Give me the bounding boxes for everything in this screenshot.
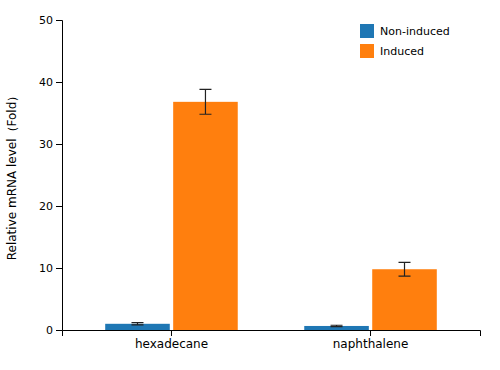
legend-label: Non-induced [380, 25, 450, 38]
error-bar [199, 89, 211, 114]
bar [372, 269, 437, 330]
legend-swatch [360, 44, 374, 58]
y-tick-mark [56, 20, 62, 21]
y-tick: 0 [46, 324, 62, 337]
y-tick-label: 10 [39, 262, 53, 275]
y-tick: 10 [39, 262, 62, 275]
x-tick: hexadecane [135, 330, 208, 351]
marks [105, 89, 437, 330]
y-tick: 20 [39, 200, 62, 213]
y-tick: 50 [39, 14, 62, 27]
x-axis-line [63, 331, 481, 337]
y-tick: 40 [39, 76, 62, 89]
y-axis-line [56, 21, 63, 331]
y-tick-label: 40 [39, 76, 53, 89]
y-tick-label: 20 [39, 200, 53, 213]
y-axis-title: Relative mRNA level（Fold） [5, 90, 19, 261]
bar [304, 326, 369, 330]
y-tick-label: 0 [46, 324, 53, 337]
chart: 0 10 20 30 40 50 hexadecane naphthalene Non-indu… [0, 0, 500, 370]
y-tick-label: 50 [39, 14, 53, 27]
x-tick: naphthalene [333, 330, 409, 351]
x-tick-label: naphthalene [333, 337, 409, 351]
y-axis: 0 10 20 30 40 50 [39, 14, 63, 337]
x-tick-label: hexadecane [135, 337, 208, 351]
legend: Non-induced Induced [360, 24, 450, 58]
error-bar [331, 325, 343, 326]
plot: 0 10 20 30 40 50 hexadecane naphthalene Non-indu… [39, 14, 481, 351]
legend-item: Non-induced [360, 24, 450, 38]
y-tick-mark [56, 268, 62, 269]
y-tick-label: 30 [39, 138, 53, 151]
legend-item: Induced [360, 44, 424, 58]
x-axis: hexadecane naphthalene [63, 330, 481, 351]
series [173, 89, 437, 330]
legend-label: Induced [380, 45, 424, 58]
legend-swatch [360, 24, 374, 38]
y-tick-mark [56, 82, 62, 83]
error-bar [399, 262, 411, 276]
error-bar [131, 323, 143, 325]
y-tick-mark [56, 144, 62, 145]
y-tick-mark [56, 206, 62, 207]
x-tick-mark [171, 330, 172, 336]
y-tick: 30 [39, 138, 62, 151]
bar [173, 102, 238, 330]
y-tick-mark [56, 330, 62, 331]
x-tick-mark [370, 330, 371, 336]
